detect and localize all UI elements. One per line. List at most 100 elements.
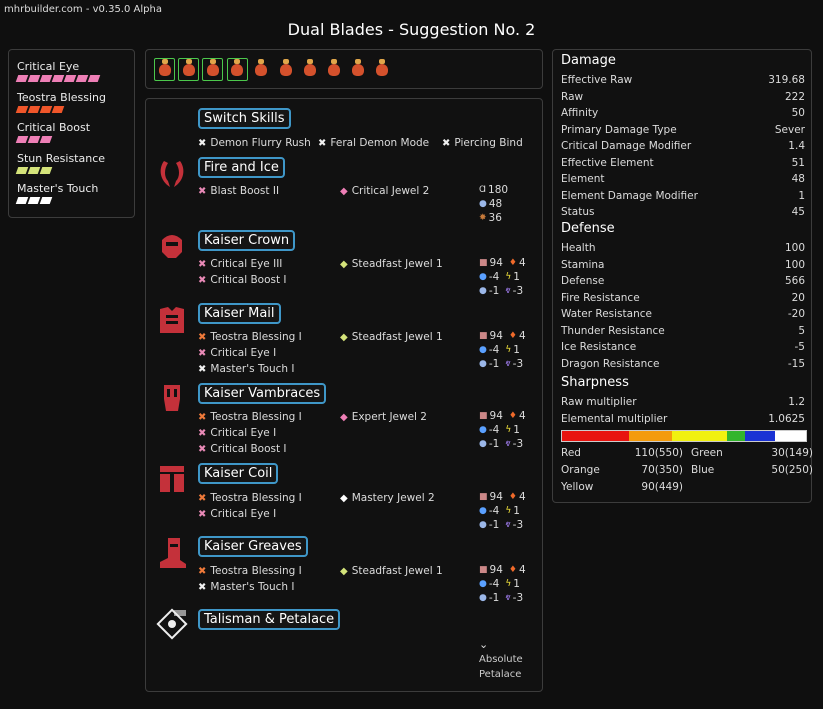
- dual-blades-icon: [160, 161, 184, 187]
- decoration-icon[interactable]: [299, 58, 320, 81]
- skill-level-segment: [15, 75, 29, 82]
- decoration-icon[interactable]: [348, 58, 369, 81]
- boots-icon: [160, 538, 186, 568]
- legs-jewel-slot[interactable]: ◆ Steadfast Jewel 1: [340, 565, 443, 577]
- arms-header[interactable]: Kaiser Vambraces: [198, 383, 327, 404]
- stat-value: 222: [784, 90, 805, 103]
- defense-icon: ■: [479, 411, 488, 421]
- stat-value: 5: [798, 324, 805, 337]
- sharpness-header: Sharpness: [561, 375, 629, 390]
- ice-icon: ●: [479, 520, 487, 530]
- weapon-header[interactable]: Fire and Ice: [198, 157, 285, 178]
- stat-value: -5: [794, 341, 805, 353]
- dragon-icon: ⱴ: [505, 286, 511, 296]
- stats-panel: Damage Effective Raw 319.68 Raw 222 Affinity 5…: [552, 49, 813, 503]
- skill-name: Stun Resistance: [17, 151, 106, 165]
- switch-skills-header[interactable]: Switch Skills: [198, 108, 291, 129]
- petalace-name: Absolute Petalace: [479, 654, 523, 680]
- head-defense: ■ 94 ♦ 4: [479, 257, 526, 269]
- decoration-icon[interactable]: [154, 58, 175, 81]
- talisman-header[interactable]: Talisman & Petalace: [198, 609, 341, 630]
- arms-skill: ✖ Teostra Blessing I: [198, 411, 302, 423]
- waist-res: ● -4 ϟ 1: [479, 505, 520, 517]
- fire-icon: ♦: [508, 492, 517, 502]
- sharpness-yellow-label: Yellow: [561, 481, 594, 493]
- chest-armor-icon: [160, 307, 184, 333]
- skill-level-segment: [15, 136, 29, 143]
- stat-value: 1.0625: [768, 412, 805, 425]
- decoration-icon[interactable]: [202, 58, 224, 81]
- sharpness-yellow-value: 90(449): [641, 481, 683, 493]
- pink-diamond-icon: ◆: [340, 185, 348, 197]
- lime-diamond-icon: ◆: [340, 565, 348, 577]
- stat-label: Ice Resistance: [561, 341, 637, 353]
- sharpness-segment: [775, 431, 806, 441]
- head-header[interactable]: Kaiser Crown: [198, 230, 296, 251]
- fire-icon: ♦: [508, 565, 517, 575]
- decoration-icon[interactable]: [178, 58, 200, 81]
- thunder-icon: ϟ: [505, 345, 512, 355]
- head-jewel-slot[interactable]: ◆ Steadfast Jewel 1: [340, 258, 443, 270]
- defense-icon: ■: [479, 331, 488, 341]
- lime-diamond-icon: ◆: [340, 331, 348, 343]
- talisman-icon: [156, 608, 188, 640]
- weapon-skill: ✖ Blast Boost II: [198, 185, 280, 197]
- dragon-icon: ⱴ: [505, 439, 511, 449]
- skill-level-segment: [27, 197, 41, 204]
- legs-res: ● -4 ϟ 1: [479, 578, 520, 590]
- skill-level-segment: [39, 136, 53, 143]
- chest-res: ● -1 ⱴ -3: [479, 358, 524, 370]
- defense-icon: ■: [479, 565, 488, 575]
- skill-level-segment: [39, 105, 53, 113]
- head-res: ● -4 ϟ 1: [479, 271, 520, 283]
- stat-label: Raw multiplier: [561, 396, 637, 408]
- skill-name: Critical Boost: [17, 121, 91, 134]
- skill-level-bar: [15, 105, 65, 113]
- decoration-icon[interactable]: [372, 58, 393, 81]
- waist-jewel-slot[interactable]: ◆ Mastery Jewel 2: [340, 492, 435, 504]
- decoration-icon[interactable]: [323, 58, 344, 81]
- stat-value: -15: [787, 357, 805, 370]
- damage-header: Damage: [561, 53, 616, 68]
- arms-res: ● -1 ⱴ -3: [479, 438, 524, 450]
- legs-res: ● -1 ⱴ -3: [479, 592, 524, 604]
- fire-icon: ♦: [508, 411, 517, 421]
- legs-skill: ✖ Master's Touch I: [198, 581, 295, 593]
- chest-skill: ✖ Critical Eye I: [198, 347, 277, 359]
- skill-level-segment: [27, 75, 41, 82]
- sharpness-segment: [744, 431, 776, 441]
- decoration-icon[interactable]: [251, 58, 272, 81]
- stat-label: Raw: [561, 90, 584, 103]
- thunder-icon: ϟ: [505, 579, 512, 589]
- weapon-jewel-slot[interactable]: ◆ Critical Jewel 2: [340, 185, 430, 197]
- stat-value: 20: [791, 291, 805, 304]
- skill-level-segment: [39, 197, 53, 204]
- skill-level-segment: [39, 166, 53, 174]
- sharpness-bar: [561, 430, 807, 442]
- app-version: mhrbuilder.com - v0.35.0 Alpha: [4, 4, 162, 15]
- skill-level-segment: [87, 75, 101, 82]
- waist-defense: ■ 94 ♦ 4: [479, 491, 526, 503]
- chest-header[interactable]: Kaiser Mail: [198, 303, 281, 324]
- skill-level-segment: [27, 166, 41, 174]
- stat-value: 1: [798, 189, 805, 202]
- chest-jewel-slot[interactable]: ◆ Steadfast Jewel 1: [340, 331, 443, 343]
- thunder-icon: ϟ: [505, 272, 512, 282]
- stat-value: -20: [787, 308, 805, 320]
- switch-skill-item: ✖ Piercing Bind: [442, 137, 523, 149]
- skill-name: Master's Touch: [17, 182, 99, 195]
- arms-jewel-slot[interactable]: ◆ Expert Jewel 2: [340, 411, 427, 423]
- petalace-icon: ⌄: [479, 638, 489, 651]
- sharpness-segment: [671, 431, 727, 441]
- decoration-icon[interactable]: [226, 58, 248, 81]
- arms-skill: ✖ Critical Boost I: [198, 443, 287, 455]
- weapon-element: ✸ 36: [479, 212, 502, 224]
- stat-label: Critical Damage Modifier: [561, 140, 692, 152]
- waist-header[interactable]: Kaiser Coil: [198, 463, 279, 484]
- decoration-strip: [145, 49, 543, 89]
- decoration-icon[interactable]: [275, 58, 296, 81]
- skill-level-segment: [27, 136, 41, 143]
- weapon-attack: Ɑ 180: [479, 184, 509, 196]
- legs-header[interactable]: Kaiser Greaves: [198, 536, 308, 557]
- equipment-panel: Switch Skills ✖ Demon Flurry Rush ✖ Feral …: [145, 98, 543, 692]
